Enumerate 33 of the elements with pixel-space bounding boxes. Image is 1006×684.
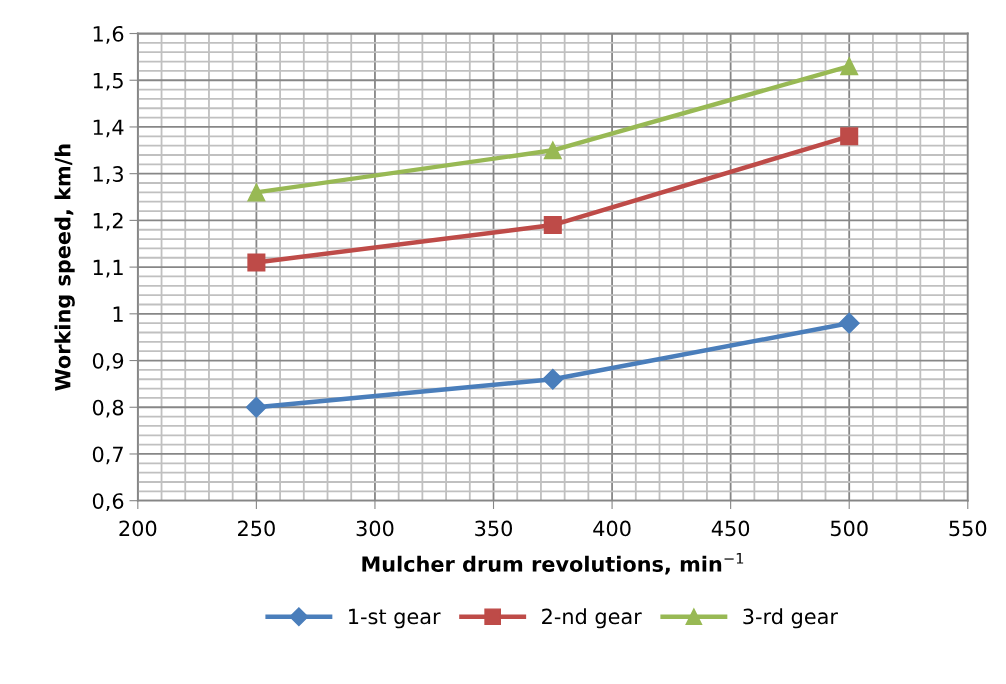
point — [247, 253, 266, 272]
y-tick-label: 0,6 — [92, 493, 124, 512]
point — [543, 141, 562, 160]
point — [542, 368, 564, 390]
y-tick-label: 1,5 — [93, 72, 123, 91]
x-tick-label: 350 — [475, 520, 513, 537]
point — [245, 396, 267, 418]
legend-label: 2-nd gear — [542, 608, 642, 629]
x-tick-label: 550 — [949, 520, 987, 537]
point — [543, 216, 562, 235]
point — [247, 183, 266, 202]
x-tick-label: 250 — [238, 520, 275, 537]
x-tick-label: 300 — [356, 520, 394, 537]
y-tick-label: 1,6 — [93, 25, 124, 44]
y-tick-label: 1 — [113, 306, 123, 322]
y-tick-label: 1,2 — [93, 212, 123, 231]
x-axis-title: Mulcher drum revolutions, min$^{−1}$ — [362, 552, 744, 575]
y-tick-label: 0,9 — [92, 352, 124, 371]
y-tick-label: 1,1 — [93, 259, 123, 278]
legend-label: 3-rd gear — [743, 608, 838, 629]
y-axis-title: Working speed, km/h — [54, 144, 75, 391]
point — [840, 127, 859, 146]
y-tick-label: 1,3 — [93, 166, 123, 184]
y-tick-label: 1,4 — [93, 119, 124, 138]
point — [840, 57, 859, 76]
x-tick-label: 500 — [830, 520, 868, 537]
y-tick-label: 0,8 — [92, 399, 124, 418]
y-tick-label: 0,7 — [92, 446, 123, 465]
x-tick-label: 400 — [593, 520, 631, 537]
legend-label: 1-st gear — [349, 608, 441, 629]
x-tick-label: 200 — [119, 520, 157, 537]
x-tick-label: 450 — [711, 520, 750, 537]
point — [838, 312, 860, 334]
